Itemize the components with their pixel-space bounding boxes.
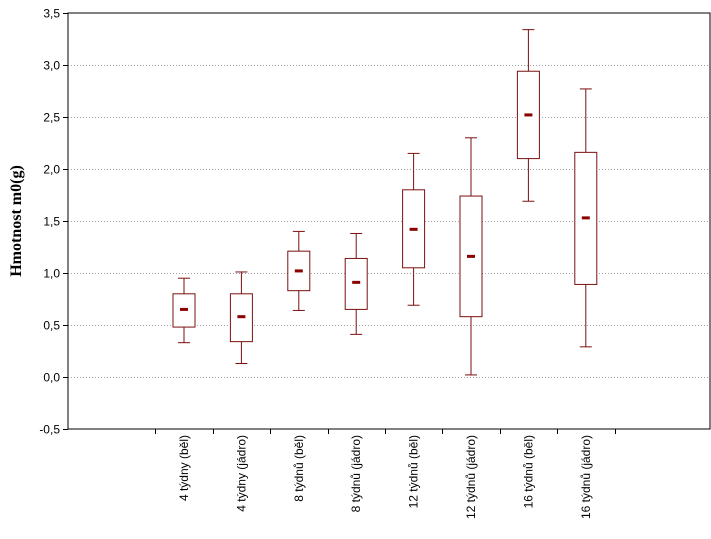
- x-tick-label: 8 týdnů (běl): [292, 435, 306, 502]
- median-marker: [180, 307, 188, 311]
- box-7: [516, 29, 540, 202]
- median-marker: [467, 254, 475, 258]
- y-tick-label: 0,5: [43, 319, 60, 333]
- median-marker: [581, 216, 590, 220]
- x-tick-label: 12 týdnů (běl): [407, 435, 421, 508]
- box-plot-series: [172, 29, 598, 376]
- median-marker: [352, 280, 361, 284]
- x-tick-label: 16 týdnů (běl): [521, 435, 535, 508]
- y-axis: -0,5 0,0 0,5 1,0 1,5 2,0 2,5 3,0 3,5: [39, 7, 68, 437]
- box-2: [229, 271, 253, 364]
- box-iqr: [344, 257, 368, 310]
- x-axis: 4 týdny (běl) 4 týdny (jádro) 8 týdnů (běl…: [155, 429, 616, 519]
- y-tick-label: 2,5: [43, 111, 60, 125]
- median-marker: [294, 269, 303, 273]
- box-1: [172, 277, 196, 344]
- y-tick-label: 3,0: [43, 59, 60, 73]
- box-4: [344, 232, 368, 335]
- x-tick-label: 4 týdny (jádro): [234, 435, 248, 512]
- y-tick-label: 3,5: [43, 7, 60, 21]
- y-tick-label: 1,0: [43, 267, 60, 281]
- y-tick-label: 0,0: [43, 371, 60, 385]
- y-axis-label: Hmotnost m0(g): [8, 165, 25, 277]
- box-3: [287, 230, 311, 311]
- x-tick-label: 12 týdnů (jádro): [464, 435, 478, 519]
- x-tick-label: 16 týdnů (jádro): [579, 435, 593, 519]
- box-8: [574, 88, 598, 348]
- y-tick-label: 2,0: [43, 163, 60, 177]
- box-5: [402, 152, 426, 306]
- median-marker: [524, 113, 533, 117]
- box-6: [459, 137, 483, 376]
- y-tick-label: 1,5: [43, 215, 60, 229]
- x-tick-label: 4 týdny (běl): [177, 435, 191, 501]
- median-marker: [409, 227, 418, 231]
- grid-lines: [68, 65, 710, 378]
- x-tick-label: 8 týdnů (jádro): [349, 435, 363, 512]
- y-tick-label: -0,5: [39, 423, 60, 437]
- median-marker: [237, 315, 246, 319]
